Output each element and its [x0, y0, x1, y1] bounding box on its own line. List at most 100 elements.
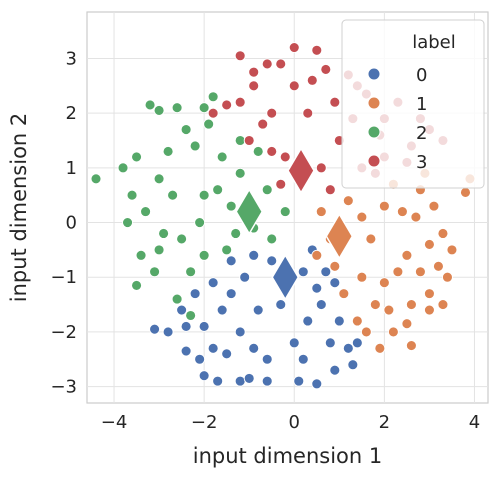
- data-point-0: [311, 378, 323, 390]
- data-point-2: [185, 310, 197, 321]
- data-point-1: [315, 206, 327, 218]
- data-point-1: [311, 249, 323, 261]
- data-point-0: [351, 337, 363, 349]
- data-point-0: [293, 375, 305, 387]
- data-point-2: [144, 99, 156, 111]
- data-point-1: [432, 260, 444, 272]
- data-point-3: [243, 135, 255, 146]
- centroid-marker-3: [287, 147, 315, 195]
- legend-marker-1: [367, 96, 381, 110]
- data-point-1: [396, 206, 408, 218]
- data-point-2: [140, 206, 152, 218]
- legend-label-0: 0: [416, 65, 427, 86]
- data-point-0: [225, 255, 237, 267]
- legend-label-1: 1: [416, 94, 427, 115]
- data-point-1: [387, 326, 399, 338]
- data-point-2: [225, 200, 237, 212]
- data-point-0: [216, 304, 228, 316]
- x-tick-label: 0: [289, 412, 300, 433]
- data-point-0: [207, 277, 219, 289]
- data-point-3: [288, 42, 300, 53]
- data-point-2: [216, 151, 228, 163]
- legend-marker-0: [367, 67, 381, 81]
- data-point-3: [329, 96, 341, 108]
- y-tick-label: 1: [66, 158, 77, 179]
- data-point-2: [198, 102, 210, 114]
- data-point-1: [405, 299, 417, 311]
- data-point-2: [198, 249, 210, 261]
- centroid-marker-1: [325, 212, 354, 260]
- data-point-2: [90, 173, 102, 185]
- data-point-0: [176, 304, 188, 316]
- data-point-0: [261, 375, 273, 387]
- data-point-1: [378, 277, 390, 289]
- x-tick-label: 2: [379, 412, 390, 433]
- data-point-0: [198, 320, 210, 332]
- data-point-3: [275, 178, 287, 190]
- grid-lines: [87, 12, 488, 403]
- data-point-1: [428, 200, 440, 212]
- data-point-2: [198, 189, 210, 201]
- legend-label-3: 3: [416, 152, 427, 173]
- data-point-3: [311, 44, 323, 56]
- data-point-2: [153, 104, 165, 116]
- data-point-2: [203, 118, 215, 130]
- data-point-2: [221, 244, 233, 256]
- data-point-2: [171, 102, 183, 114]
- data-point-2: [194, 217, 206, 228]
- data-point-2: [158, 228, 170, 239]
- data-point-2: [185, 266, 197, 278]
- data-point-0: [342, 342, 354, 354]
- data-point-0: [261, 353, 273, 365]
- data-point-0: [234, 375, 246, 387]
- data-point-0: [180, 345, 192, 357]
- data-point-0: [320, 266, 332, 278]
- data-point-3: [221, 99, 233, 111]
- data-point-2: [189, 140, 201, 152]
- data-point-1: [329, 260, 341, 272]
- data-point-1: [437, 228, 449, 239]
- data-point-1: [392, 266, 404, 278]
- data-point-3: [279, 151, 291, 163]
- data-point-0: [333, 315, 345, 327]
- legend-box: [341, 19, 485, 189]
- data-point-3: [266, 107, 278, 119]
- y-tick-label: −1: [50, 267, 77, 288]
- centroid-marker-0: [271, 253, 300, 301]
- data-point-2: [153, 173, 165, 185]
- data-point-2: [279, 206, 291, 218]
- data-point-1: [405, 340, 417, 352]
- data-point-2: [234, 135, 246, 146]
- y-tick-label: 3: [66, 48, 77, 69]
- data-point-0: [297, 266, 309, 278]
- data-point-1: [378, 200, 390, 212]
- data-point-0: [329, 364, 341, 376]
- data-point-1: [374, 342, 386, 354]
- data-point-2: [176, 233, 188, 245]
- data-point-0: [248, 249, 260, 261]
- data-point-2: [117, 162, 129, 174]
- y-tick-label: 2: [66, 103, 77, 124]
- data-point-2: [153, 244, 165, 256]
- data-point-3: [248, 80, 260, 92]
- data-point-3: [248, 66, 260, 78]
- data-point-0: [288, 337, 300, 349]
- data-point-0: [252, 304, 264, 316]
- tick-labels: −4 −2 0 2 4 −3 −2 −1 0 1 2 3: [50, 48, 480, 433]
- data-point-0: [194, 353, 206, 365]
- data-point-2: [180, 124, 192, 136]
- legend-title: label: [412, 32, 456, 53]
- data-point-3: [261, 58, 273, 70]
- data-point-0: [315, 299, 327, 311]
- data-point-2: [149, 266, 161, 278]
- data-point-0: [207, 342, 219, 354]
- data-point-2: [135, 249, 147, 261]
- data-point-1: [369, 299, 381, 311]
- legend-marker-3: [367, 154, 381, 168]
- legend-marker-2: [367, 125, 381, 139]
- data-point-0: [324, 337, 336, 349]
- data-point-2: [261, 184, 273, 196]
- data-point-2: [212, 184, 224, 196]
- data-point-0: [347, 359, 359, 371]
- x-tick-label: −4: [101, 412, 128, 433]
